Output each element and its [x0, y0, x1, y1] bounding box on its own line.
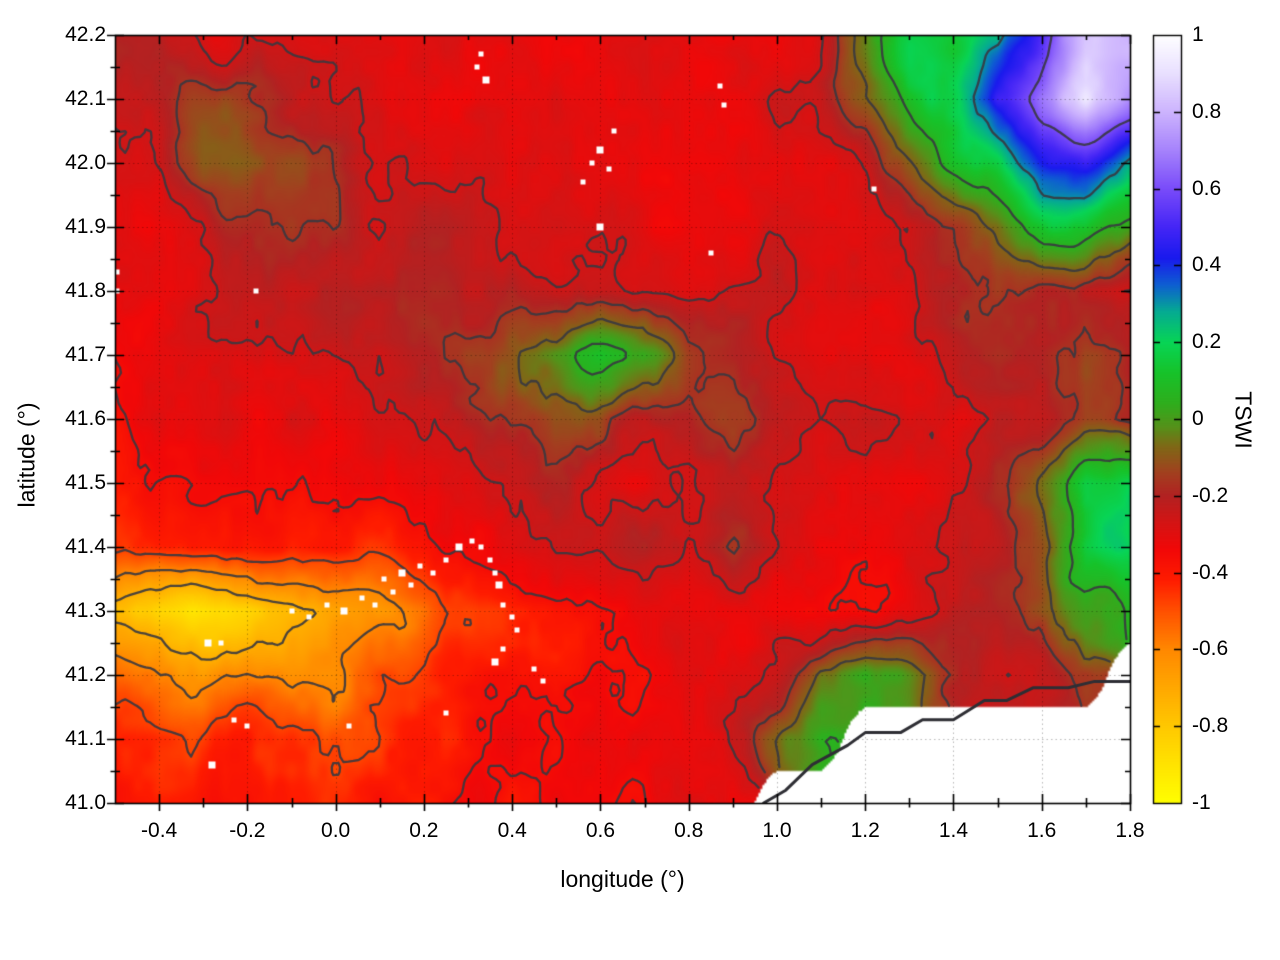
y-tick-label: 41.9: [65, 215, 106, 238]
x-tick-label: 0.4: [497, 819, 527, 842]
x-axis-title: longitude (°): [560, 866, 685, 892]
x-tick-label: 1.2: [850, 819, 880, 842]
colorbar-tick-label: 0: [1192, 407, 1204, 430]
y-tick-label: 41.3: [65, 599, 106, 622]
y-tick-label: 41.2: [65, 663, 106, 686]
colorbar-tick-label: -1: [1192, 791, 1211, 814]
colorbar-tick-label: 0.6: [1192, 176, 1222, 200]
colorbar-tick-label: 0.2: [1192, 330, 1222, 354]
colorbar-tick-label: -0.4: [1192, 560, 1229, 584]
x-tick-label: 1.4: [938, 819, 969, 842]
x-tick-label: 0.0: [321, 819, 351, 842]
x-tick-label: -0.2: [229, 819, 266, 842]
x-tick-label: 1.6: [1027, 819, 1057, 842]
y-tick-label: 41.8: [65, 279, 106, 302]
y-tick-label: 42.2: [65, 23, 106, 46]
y-tick-label: 42.1: [65, 87, 106, 110]
x-tick-label: 0.8: [674, 819, 704, 842]
y-tick-label: 41.6: [65, 407, 106, 430]
x-tick-label: 1.8: [1115, 819, 1145, 842]
colorbar-tick-label: 0.4: [1192, 253, 1222, 277]
y-tick-label: 41.7: [65, 343, 106, 366]
y-tick-label: 41.5: [65, 471, 106, 494]
colorbar-tick-label: -0.8: [1192, 714, 1229, 738]
x-tick-label: 0.6: [585, 819, 616, 842]
x-tick-label: -0.4: [141, 819, 178, 842]
colorbar-tick-label: 0.8: [1192, 99, 1222, 123]
y-tick-label: 41.0: [65, 791, 106, 814]
y-tick-label: 41.1: [65, 727, 106, 750]
x-tick-label: 1.0: [762, 819, 792, 842]
y-tick-label: 41.4: [65, 535, 106, 558]
colorbar-tick-label: 1: [1192, 23, 1204, 46]
y-tick-label: 42.0: [65, 151, 106, 174]
x-tick-label: 0.2: [409, 819, 439, 842]
colorbar-tick-label: -0.6: [1192, 637, 1229, 661]
colorbar-tick-label: -0.2: [1192, 483, 1229, 507]
